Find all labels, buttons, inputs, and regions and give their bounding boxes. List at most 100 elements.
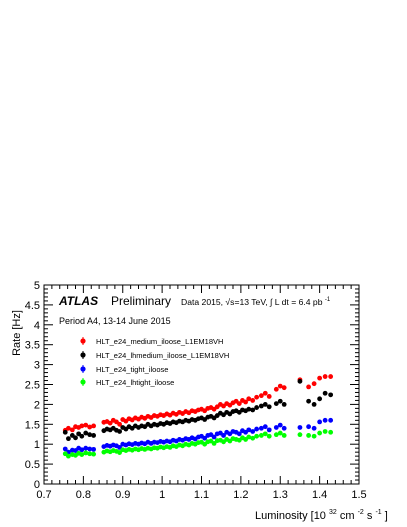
x-tick-label: 1 [159,489,165,501]
data-point [273,432,279,438]
legend: HLT_e24_medium_iloose_L1EM18VH HLT_e24_lh… [80,337,229,387]
legend-label: HLT_e24_lhmedium_iloose_L1EM18VH [96,351,229,360]
data-point [322,417,328,423]
data-point [262,431,268,437]
data-point [246,406,252,412]
data-point [311,425,317,431]
data-point [266,394,272,399]
legend-label: HLT_e24_tight_iloose [96,365,168,374]
data-point [83,430,89,436]
data-point [306,433,311,438]
y-tick-label: 3 [34,360,40,372]
y-tick-label: 0 [34,479,40,491]
data-point [83,450,89,456]
data-point [79,447,85,453]
data-point [306,398,311,404]
legend-marker [80,352,86,358]
data-point [236,401,242,407]
data-point [281,402,287,407]
data-point [297,425,303,430]
data-point [317,375,323,381]
data-point [317,419,323,425]
data-point [311,381,317,387]
data-point [211,434,217,440]
x-tick-label: 1.3 [273,489,288,501]
data-point [266,427,272,433]
x-tick-label: 0.7 [36,489,51,501]
data-point [254,405,260,410]
data-info-exponent: -1 [325,297,331,303]
data-point [317,396,323,402]
data-point [87,432,93,438]
data-point [254,394,260,400]
data-point [311,402,317,407]
y-tick-label: 1 [34,439,40,451]
data-point [262,424,268,430]
legend-marker [80,338,86,344]
data-point [273,425,279,430]
x-axis: 0.7 0.8 0.9 1 1.1 1.2 1.3 1.4 1.5 [36,285,367,501]
data-point [87,446,93,452]
data-point [317,430,323,436]
data-point [83,445,89,451]
data-point [66,453,71,459]
data-point [62,446,68,452]
data-point [79,433,85,439]
data-point [83,422,89,428]
data-point [266,404,272,410]
series-3 [62,417,334,455]
series-4 [62,429,334,459]
y-tick-label: 4 [34,320,40,332]
data-point [273,386,279,392]
series-2 [62,378,334,442]
legend-marker [80,366,86,372]
data-point [322,429,328,434]
data-point [306,424,311,430]
data-point [250,407,256,413]
y-tick-label: 3.5 [25,340,40,352]
data-point [258,393,264,399]
data-point [250,398,256,403]
x-tick-label: 1.4 [312,489,327,501]
data-point [266,433,272,439]
y-tick-label: 2.5 [25,380,40,392]
data-point [117,429,122,434]
data-point [87,424,93,430]
data-point [322,390,328,396]
y-tick-label: 2 [34,399,40,411]
data-point [91,446,97,452]
y-axis: 0 0.5 1 1.5 2 2.5 3 3.5 4 4.5 5 [25,280,359,491]
series-1 [62,374,334,433]
y-tick-label: 1.5 [25,419,40,431]
y-tick-label: 0.5 [25,459,40,471]
data-point [258,403,264,409]
data-point [281,385,287,391]
data-point [246,396,252,402]
data-point [277,383,283,389]
x-tick-label: 1.1 [194,489,209,501]
data-point [277,422,283,428]
data-point [254,426,260,432]
data-points [62,374,334,459]
x-tick-label: 1.5 [351,489,366,501]
data-point [311,433,317,439]
x-axis-title: Luminosity [10 32 cm -2 s -1 ] [255,505,388,522]
data-point [66,436,71,442]
data-point [211,441,217,446]
x-axis-title-s: s [367,510,373,522]
data-point [297,432,303,438]
data-point [328,417,334,423]
data-point [262,402,268,407]
legend-marker [80,379,86,385]
x-axis-title-exp3: -1 [375,509,381,516]
data-point [107,420,113,426]
data-point [62,429,68,435]
preliminary-label: Preliminary [111,294,171,308]
period-label: Period A4, 13-14 June 2015 [59,316,171,326]
data-point [273,401,279,407]
data-point [258,425,264,431]
legend-label: HLT_e24_lhtight_iloose [96,378,174,387]
data-point [246,427,252,433]
data-point [281,425,287,431]
data-point [328,392,334,398]
